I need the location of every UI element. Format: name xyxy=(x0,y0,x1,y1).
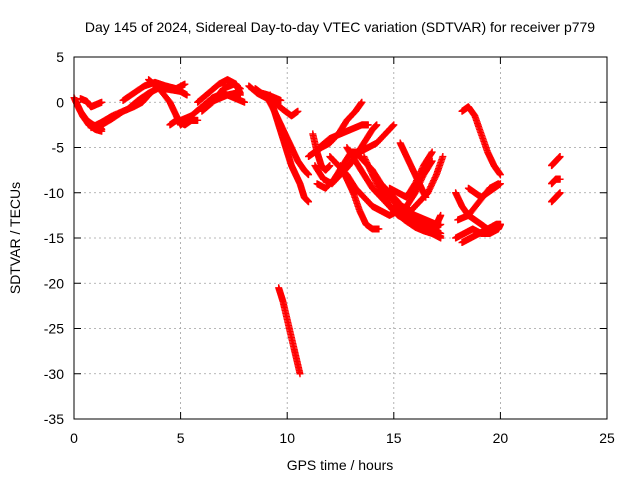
y-tick-label: -5 xyxy=(52,140,65,156)
series-arc-41 xyxy=(548,189,564,206)
data-point xyxy=(305,171,313,179)
plot-frame xyxy=(73,56,608,420)
data-point xyxy=(556,175,564,183)
series-arc-22 xyxy=(315,121,372,151)
y-tick-label: -20 xyxy=(44,275,64,291)
data-point xyxy=(373,121,381,129)
series-arc-32 xyxy=(396,139,430,201)
y-tick-label: -25 xyxy=(44,321,64,337)
data-point xyxy=(496,220,504,228)
data-point xyxy=(390,121,398,129)
data-point xyxy=(556,189,564,197)
series-arc-36 xyxy=(458,220,504,247)
data-point xyxy=(388,122,396,130)
data-points xyxy=(70,76,564,378)
data-point xyxy=(427,149,435,157)
series-arc-19 xyxy=(309,130,334,174)
data-point xyxy=(183,91,191,99)
x-tick-label: 0 xyxy=(70,430,78,446)
data-point xyxy=(236,85,244,93)
data-point xyxy=(496,171,504,179)
data-point xyxy=(437,232,445,240)
data-point xyxy=(364,121,372,129)
grid xyxy=(74,57,607,419)
data-point xyxy=(296,370,304,378)
data-point xyxy=(428,148,436,156)
series-arc-29 xyxy=(379,193,445,240)
series-arc-38 xyxy=(458,103,504,179)
x-tick-label: 25 xyxy=(599,430,615,446)
data-point xyxy=(181,80,189,88)
data-point xyxy=(277,96,285,104)
data-point xyxy=(305,198,313,206)
data-point xyxy=(439,153,447,161)
series-arc-12 xyxy=(202,89,244,108)
data-point xyxy=(496,180,504,188)
y-tick-label: -35 xyxy=(44,411,64,427)
x-tick-label: 20 xyxy=(493,430,509,446)
series-arc-31 xyxy=(386,148,436,201)
x-tick-label: 5 xyxy=(177,430,185,446)
data-point xyxy=(98,98,106,106)
series-arc-40 xyxy=(548,175,564,188)
data-point xyxy=(98,127,106,135)
y-tick-label: -10 xyxy=(44,185,64,201)
data-point xyxy=(358,98,366,106)
data-point xyxy=(241,98,249,106)
axis-tick-labels: 0 5 10 15 20 25 5 0 -5 -10 -15 -20 -25 -30 -35 xyxy=(44,49,615,446)
series-arc-39 xyxy=(548,153,564,170)
x-tick-label: 10 xyxy=(279,430,295,446)
chart-title: Day 145 of 2024, Sidereal Day-to-day VTE… xyxy=(85,19,595,35)
y-tick-label: -15 xyxy=(44,230,64,246)
series-arc-30 xyxy=(390,153,447,215)
series-arc-3 xyxy=(76,95,106,111)
data-point xyxy=(194,116,202,124)
y-tick-label: -30 xyxy=(44,366,64,382)
data-point xyxy=(422,193,430,201)
series-arc-17 xyxy=(275,284,304,378)
data-point xyxy=(236,91,244,99)
x-axis-label: GPS time / hours xyxy=(287,457,394,473)
data-point xyxy=(294,107,302,115)
y-axis-label: SDTVAR / TECUs xyxy=(7,182,23,294)
x-tick-label: 15 xyxy=(386,430,402,446)
data-point xyxy=(326,162,334,170)
y-tick-label: 5 xyxy=(56,49,64,65)
series-arc-24 xyxy=(337,162,383,233)
data-point xyxy=(389,122,397,130)
data-point xyxy=(556,153,564,161)
data-point xyxy=(375,225,383,233)
data-point xyxy=(437,211,445,219)
y-tick-label: 0 xyxy=(56,94,64,110)
series-arc-16 xyxy=(266,91,313,206)
series-arc-37 xyxy=(464,180,504,201)
